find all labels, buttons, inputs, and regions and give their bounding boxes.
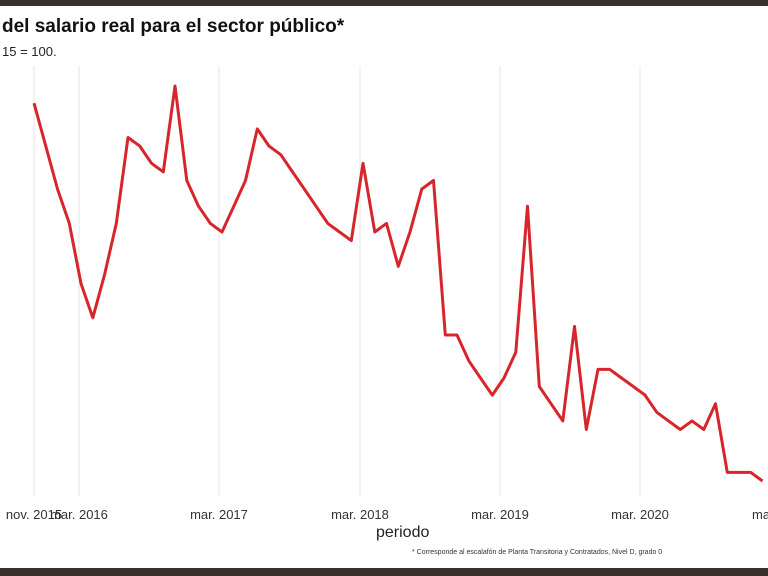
gridlines — [33, 66, 641, 496]
x-tick-label: mar. 2017 — [190, 507, 248, 522]
x-tick-label: ma — [752, 507, 768, 522]
chart-subtitle: 15 = 100. — [2, 44, 57, 59]
series-line — [32, 84, 764, 483]
x-tick-label: mar. 2019 — [471, 507, 529, 522]
x-tick-label: mar. 2016 — [50, 507, 108, 522]
x-axis-label: periodo — [376, 524, 430, 541]
chart-title: del salario real para el sector público* — [2, 16, 345, 37]
chart-frame: nov. 2015 mar. 2016 mar. 2017 mar. 2018 mar.… — [0, 6, 768, 568]
x-tick-label: nov. 2015 — [6, 507, 62, 522]
x-tick-label: mar. 2018 — [331, 507, 389, 522]
footnote: * Corresponde al escalafón de Planta Tra… — [412, 549, 663, 556]
x-tick-label: mar. 2020 — [611, 507, 669, 522]
